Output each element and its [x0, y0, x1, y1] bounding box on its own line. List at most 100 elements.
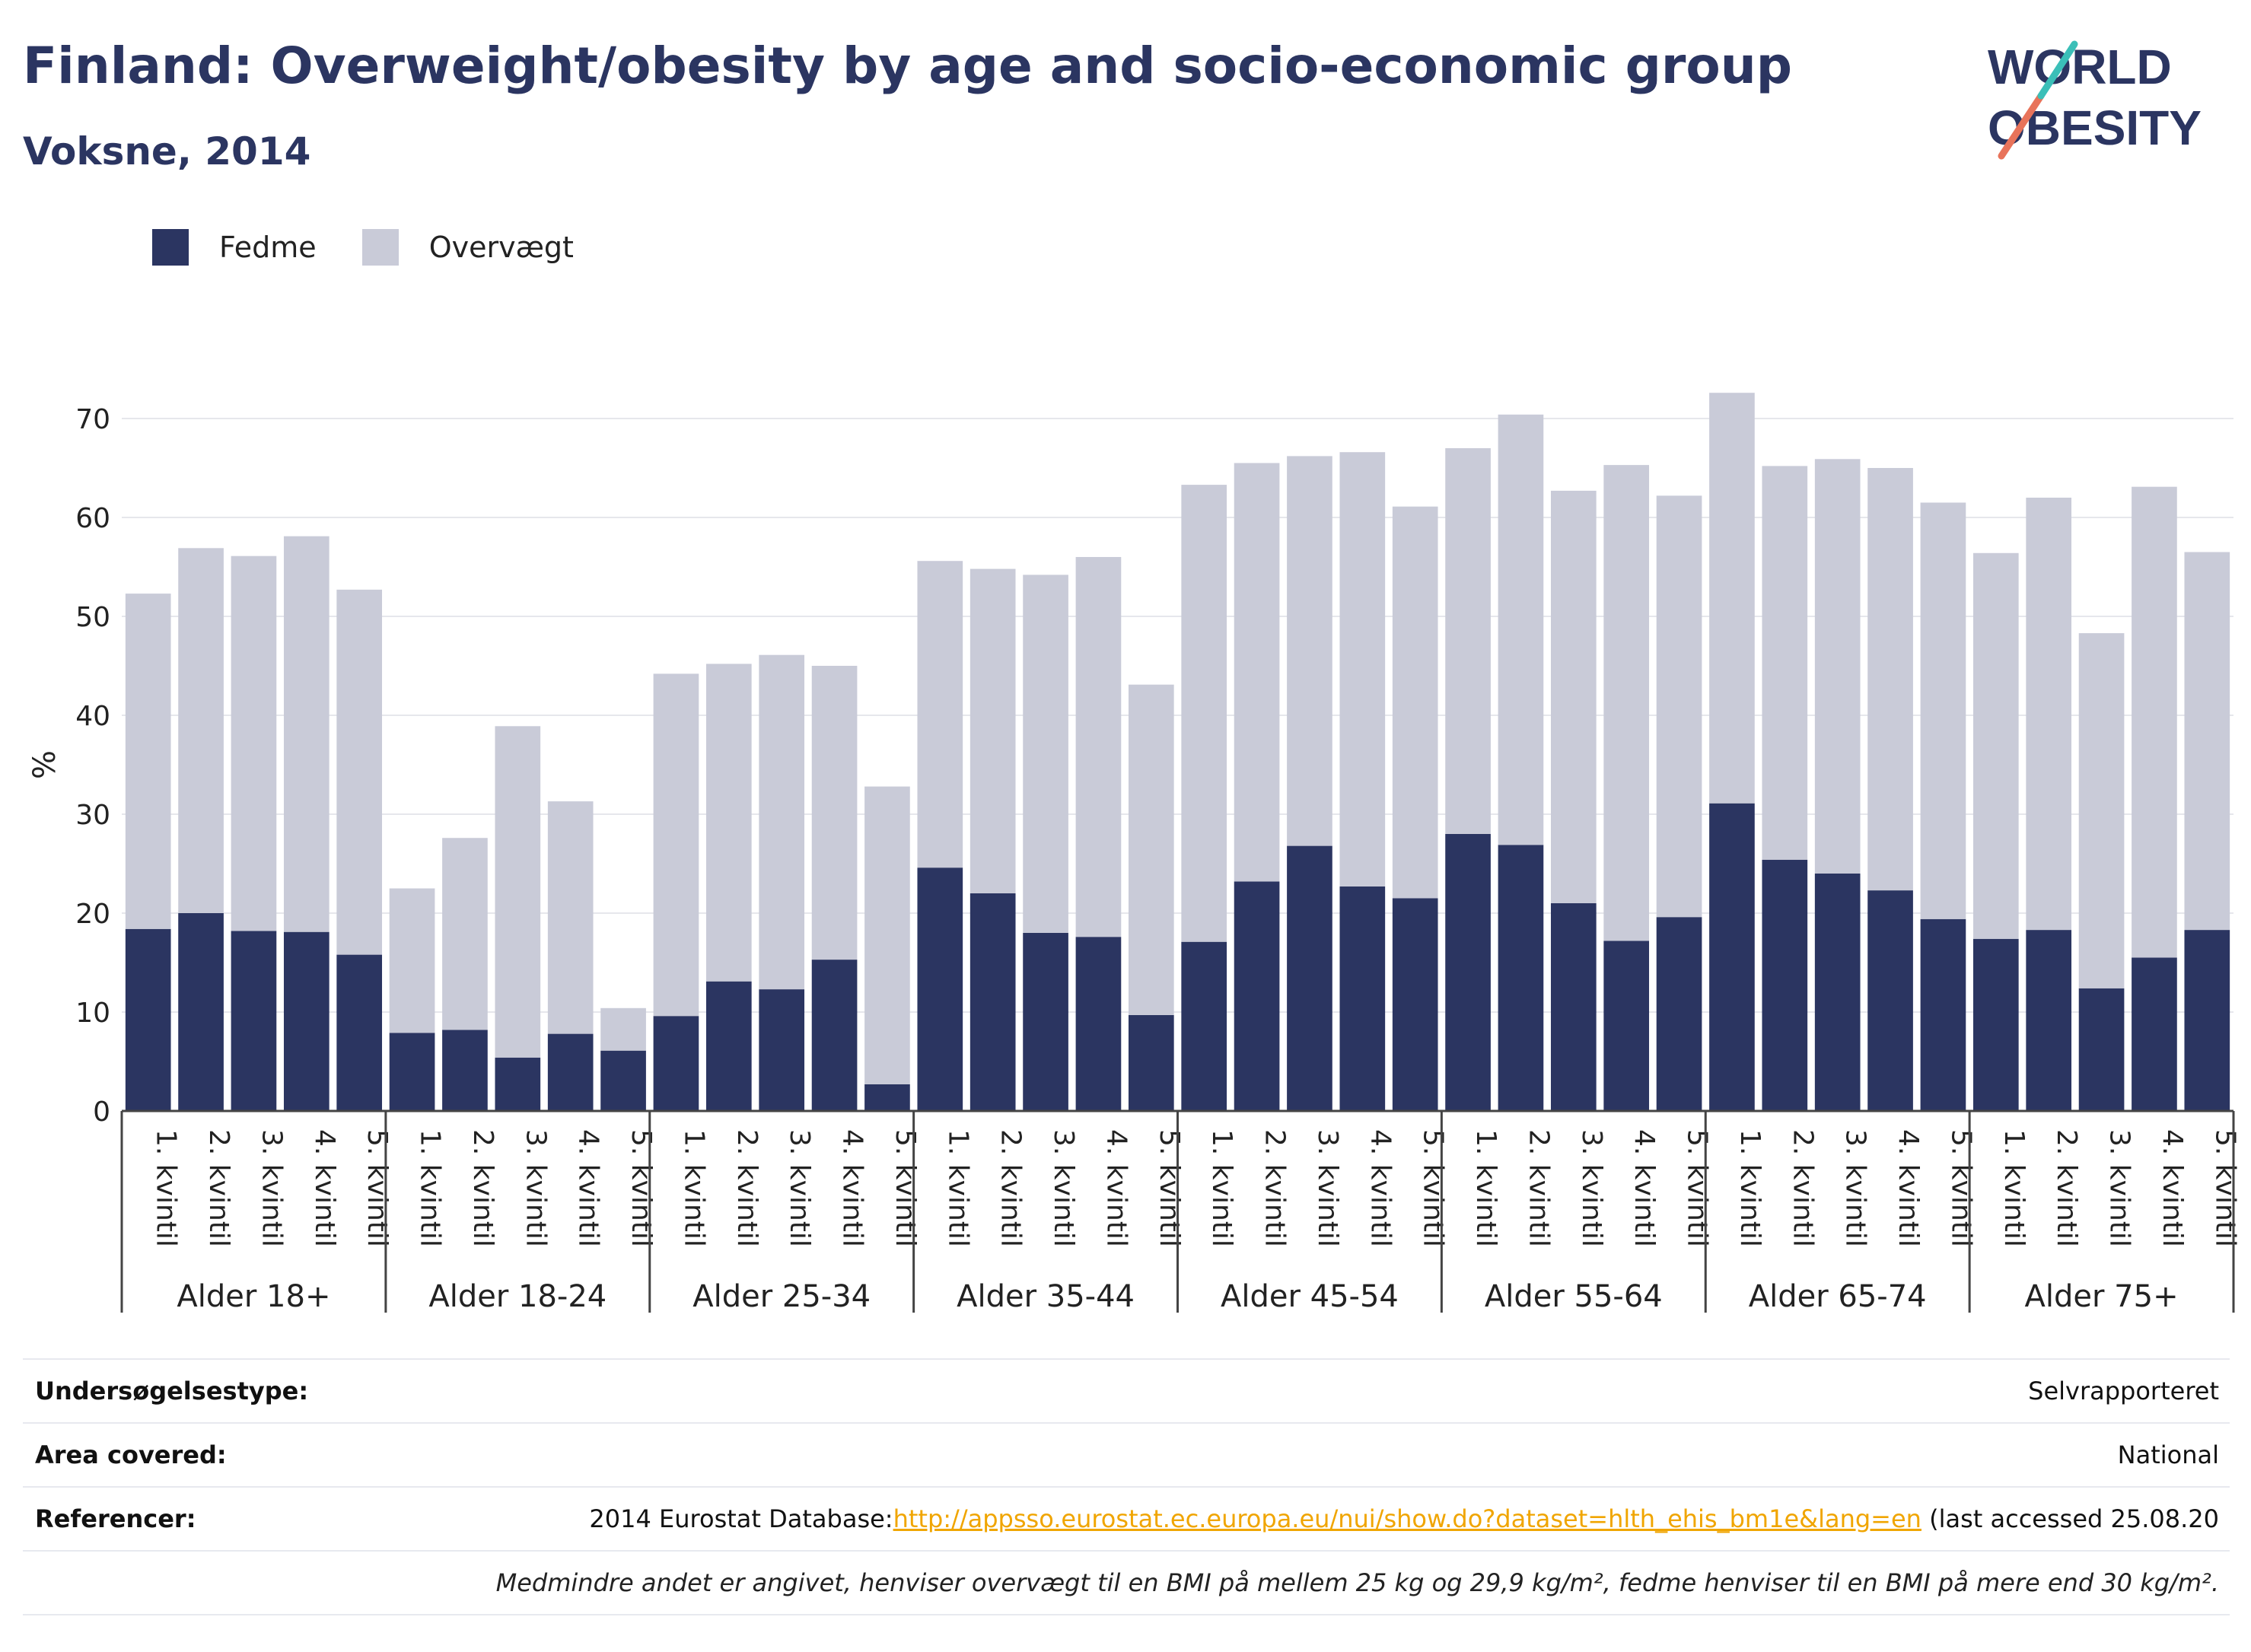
bar-overvaegt: [389, 888, 435, 1033]
bar-fedme: [2026, 930, 2072, 1111]
bar-overvaegt: [1234, 463, 1280, 882]
bar-fedme: [811, 960, 858, 1111]
x-tick-label: 2. kvintil: [467, 1129, 498, 1247]
bar-fedme: [917, 867, 963, 1111]
bar-overvaegt: [917, 561, 963, 868]
bar-overvaegt: [1656, 495, 1702, 918]
bar-fedme: [1128, 1014, 1174, 1111]
x-tick-label: 4. kvintil: [1364, 1129, 1396, 1247]
bar-fedme: [125, 928, 171, 1111]
x-tick-label: 2. kvintil: [1259, 1129, 1291, 1247]
legend-item-fedme[interactable]: Fedme: [152, 229, 317, 266]
bar-fedme: [442, 1030, 488, 1111]
logo-slash-teal: [2037, 40, 2078, 100]
x-tick-label: 1. kvintil: [1470, 1129, 1501, 1247]
x-tick-label: 4. kvintil: [2157, 1129, 2188, 1247]
group-label: Alder 45-54: [1221, 1279, 1399, 1314]
x-tick-label: 2. kvintil: [203, 1129, 234, 1247]
x-tick-label: 4. kvintil: [837, 1129, 868, 1247]
x-tick-label: 3. kvintil: [1048, 1129, 1079, 1247]
bar-overvaegt: [969, 568, 1016, 893]
bar-overvaegt: [2078, 633, 2125, 988]
bar-fedme: [1972, 938, 2019, 1111]
group-label: Alder 18-24: [428, 1279, 607, 1314]
x-tick-label: 5. kvintil: [361, 1129, 393, 1247]
x-tick-label: 2. kvintil: [2051, 1129, 2082, 1247]
bar-fedme: [1498, 845, 1544, 1111]
bar-overvaegt: [705, 664, 752, 982]
bar-fedme: [1867, 890, 1913, 1111]
bar-overvaegt: [442, 838, 488, 1030]
bar-overvaegt: [178, 548, 224, 913]
stacked-bar-chart: 0 10 20 30 40 50 60 70% 1. kvintil 2. kvintil 3. k…: [27, 393, 2240, 1314]
bar-fedme: [1814, 874, 1861, 1111]
bar-overvaegt: [1181, 485, 1227, 942]
y-axis-title: %: [27, 750, 62, 779]
legend-item-overvaegt[interactable]: Overvægt: [361, 229, 574, 266]
bar-overvaegt: [1075, 557, 1122, 937]
bar-fedme: [1287, 845, 1332, 1111]
survey-label: Undersøgelsestype:: [35, 1377, 309, 1405]
bar-overvaegt: [1339, 452, 1386, 886]
bar-overvaegt: [1498, 414, 1544, 845]
legend-swatch-fedme: [152, 229, 189, 266]
x-tick-label: 5. kvintil: [1682, 1129, 1713, 1247]
y-tick-label: 10: [75, 998, 110, 1029]
definition-note: Medmindre andet er angivet, henviser ove…: [495, 1568, 2219, 1597]
x-tick-label: 2. kvintil: [1787, 1129, 1818, 1247]
info-table: Undersøgelsestype: Selvrapporteret Area …: [23, 1358, 2230, 1615]
x-tick-label: 1. kvintil: [1206, 1129, 1237, 1247]
page-title: Finland: Overweight/obesity by age and s…: [23, 37, 1792, 95]
references-label: Referencer:: [35, 1504, 196, 1533]
bar-fedme: [547, 1033, 594, 1111]
bar-fedme: [495, 1057, 541, 1111]
bar-overvaegt: [759, 654, 805, 990]
bar-fedme: [2184, 930, 2230, 1111]
x-tick-label: 3. kvintil: [1840, 1129, 1871, 1247]
bar-overvaegt: [231, 555, 277, 931]
y-tick-label: 30: [75, 800, 110, 831]
x-tick-label: 5. kvintil: [626, 1129, 657, 1247]
x-tick-label: 5. kvintil: [890, 1129, 921, 1247]
bar-overvaegt: [1867, 468, 1913, 891]
bar-overvaegt: [2132, 486, 2177, 958]
bar-fedme: [864, 1084, 910, 1111]
bar-fedme: [1181, 941, 1227, 1111]
legend-label-overvaegt: Overvægt: [428, 231, 574, 264]
bar-fedme: [969, 893, 1016, 1111]
x-tick-label: 4. kvintil: [1100, 1129, 1132, 1247]
x-tick-label: 4. kvintil: [1893, 1129, 1924, 1247]
y-tick-label: 0: [93, 1097, 110, 1128]
reference-link[interactable]: http://appsso.eurostat.ec.europa.eu/nui/…: [893, 1504, 1921, 1533]
bar-overvaegt: [1392, 506, 1438, 899]
x-tick-label: 5. kvintil: [1418, 1129, 1449, 1247]
group-label: Alder 65-74: [1749, 1279, 1927, 1314]
bar-fedme: [1392, 898, 1438, 1111]
bar-fedme: [1762, 859, 1808, 1111]
bar-fedme: [1920, 918, 1966, 1111]
bar-overvaegt: [864, 786, 910, 1084]
info-row-references: Referencer: 2014 Eurostat Database:http:…: [23, 1486, 2230, 1550]
x-tick-label: 1. kvintil: [678, 1129, 709, 1247]
bar-overvaegt: [1920, 502, 1966, 919]
x-tick-label: 2. kvintil: [731, 1129, 763, 1247]
x-tick-label: 4. kvintil: [309, 1129, 340, 1247]
x-tick-label: 2. kvintil: [995, 1129, 1027, 1247]
bar-overvaegt: [2184, 552, 2230, 931]
bar-overvaegt: [1445, 448, 1491, 834]
y-tick-label: 70: [75, 404, 110, 435]
y-tick-label: 50: [75, 602, 110, 633]
bar-overvaegt: [336, 589, 383, 955]
bar-fedme: [178, 913, 224, 1111]
bar-fedme: [336, 954, 383, 1111]
references-value: 2014 Eurostat Database:http://appsso.eur…: [589, 1504, 2230, 1533]
bar-fedme: [759, 989, 805, 1111]
survey-value: Selvrapporteret: [2028, 1377, 2219, 1405]
bar-overvaegt: [1128, 684, 1174, 1015]
page-subtitle: Voksne, 2014: [23, 129, 311, 173]
bar-fedme: [1445, 834, 1491, 1111]
x-tick-label: 3. kvintil: [784, 1129, 815, 1247]
bar-overvaegt: [1972, 552, 2019, 939]
area-value: National: [2117, 1440, 2219, 1469]
bar-fedme: [705, 981, 752, 1111]
